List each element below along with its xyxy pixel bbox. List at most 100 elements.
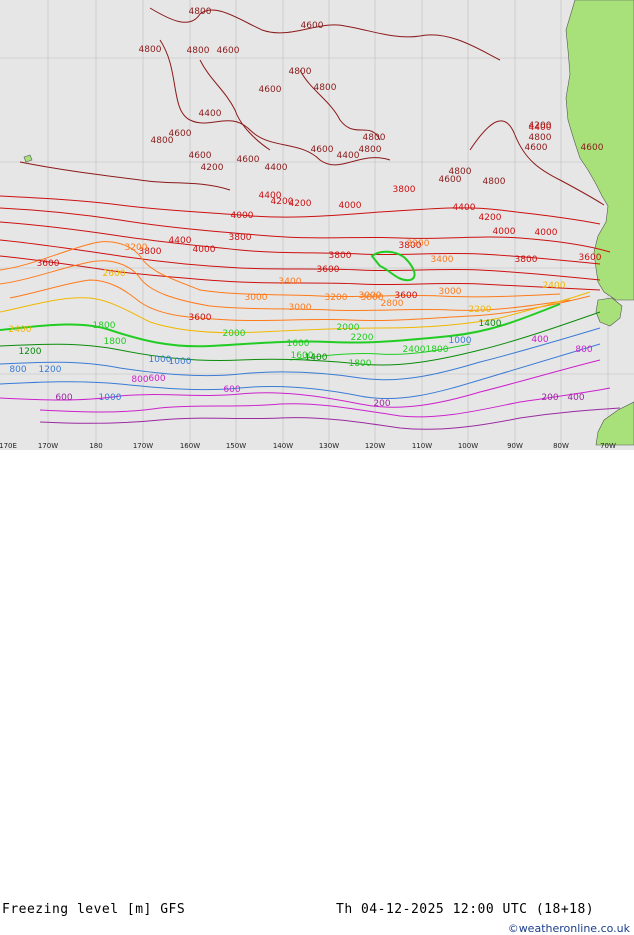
contour-label: 4600: [169, 129, 192, 139]
contour-400: [39, 387, 611, 418]
contour-label: 4800: [151, 136, 174, 146]
contour-label: 4000: [231, 211, 254, 221]
contour-label: 200: [373, 399, 390, 409]
contour-label: 3600: [579, 253, 602, 263]
contour-label: 2000: [223, 329, 246, 339]
contour-label: 4000: [339, 201, 362, 211]
contour-label: 1800: [426, 345, 449, 355]
contour-label: 1000: [169, 357, 192, 367]
contour-3200: [0, 241, 561, 298]
site-credit[interactable]: ©weatheronline.co.uk: [507, 922, 630, 935]
contour-label: 800: [575, 345, 592, 355]
contour-label: 4600: [311, 145, 334, 155]
contour-label: 1400: [479, 319, 502, 329]
contour-label: 4600: [259, 85, 282, 95]
longitude-label: 80W: [553, 442, 569, 450]
map-title: Freezing level [m] GFS: [2, 902, 186, 917]
contour-label: 4400: [453, 203, 476, 213]
south-america-landmass: [565, 0, 634, 301]
contour-label: 4200: [479, 213, 502, 223]
contour-label: 1000: [449, 336, 472, 346]
contour-800: [0, 343, 601, 400]
contour-label: 1200: [39, 365, 62, 375]
contour-200: [39, 407, 621, 430]
contour-label: 4800: [139, 45, 162, 55]
contour-label: 4000: [535, 228, 558, 238]
contour-label: 1000: [99, 393, 122, 403]
ocean-background: [0, 0, 634, 450]
contour-label: 3800: [329, 251, 352, 261]
contour-label: 3600: [317, 265, 340, 275]
longitude-label: 120W: [365, 442, 385, 450]
contour-label: 400: [531, 335, 548, 345]
contour-label: 3800: [393, 185, 416, 195]
contour-label: 3200: [125, 243, 148, 253]
contour-label: 4800: [314, 83, 337, 93]
contour-label: 4400: [259, 191, 282, 201]
contour-label: 4800: [363, 133, 386, 143]
contour-4800: [149, 7, 501, 61]
contour-label: 4400: [529, 123, 552, 133]
contour-label: 4800: [359, 145, 382, 155]
longitude-label: 170W: [38, 442, 58, 450]
contour-label: 4600: [581, 143, 604, 153]
contour-1000: [0, 327, 601, 381]
contour-label: 2400: [9, 325, 32, 335]
contour-label: 4400: [199, 109, 222, 119]
contour-label: 1800: [93, 321, 116, 331]
contour-label: 4200: [289, 199, 312, 209]
contour-label: 1800: [349, 359, 372, 369]
contour-label: 4000: [193, 245, 216, 255]
contour-label: 3400: [279, 277, 302, 287]
contour-label: 800: [131, 375, 148, 385]
contour-label: 1600: [287, 339, 310, 349]
longitude-label: 170W: [133, 442, 153, 450]
contour-4800: [299, 69, 381, 141]
contour-2800: [9, 279, 591, 322]
longitude-label: 140W: [273, 442, 293, 450]
contour-3000: [0, 260, 571, 312]
contour-label: 3200: [325, 293, 348, 303]
contour-4800: [199, 59, 271, 151]
contour-label: 4800: [187, 46, 210, 56]
contour-label: 400: [567, 393, 584, 403]
contour-label: 4000: [493, 227, 516, 237]
contour-label: 1800: [104, 337, 127, 347]
contour-label: 4800: [289, 67, 312, 77]
contour-label: 200: [541, 393, 558, 403]
contour-label: 800: [9, 365, 26, 375]
contour-4400: [0, 195, 601, 225]
contour-label: 2200: [351, 333, 374, 343]
contour-label: 2400: [403, 345, 426, 355]
contour-label: 3400: [431, 255, 454, 265]
contour-label: 4200: [529, 121, 552, 131]
contour-label: 3800: [139, 247, 162, 257]
longitude-label: 170E: [0, 442, 17, 450]
contour-label: 1600: [291, 351, 314, 361]
contour-1200: [0, 311, 601, 366]
longitude-label: 180: [89, 442, 102, 450]
contour-4000: [0, 221, 601, 265]
contour-label: 4400: [169, 236, 192, 246]
contour-label: 4600: [237, 155, 260, 165]
contour-label: 4600: [525, 143, 548, 153]
contour-label: 4800: [189, 7, 212, 17]
contour-label: 3000: [439, 287, 462, 297]
contour-label: 4600: [301, 21, 324, 31]
contour-600: [0, 359, 601, 408]
contour-label: 4800: [483, 177, 506, 187]
contour-label: 3000: [245, 293, 268, 303]
contour-label: 3000: [359, 291, 382, 301]
longitude-label: 110W: [412, 442, 432, 450]
small-island: [23, 154, 33, 163]
contour-label: 4600: [439, 175, 462, 185]
contour-label: 2800: [381, 299, 404, 309]
longitude-label: 70W: [600, 442, 616, 450]
contour-label: 4600: [217, 46, 240, 56]
contour-label: 3600: [37, 259, 60, 269]
contour-label: 3200: [407, 239, 430, 249]
lat-lon-grid: [0, 0, 634, 445]
longitude-label: 130W: [319, 442, 339, 450]
contour-label: 3000: [289, 303, 312, 313]
